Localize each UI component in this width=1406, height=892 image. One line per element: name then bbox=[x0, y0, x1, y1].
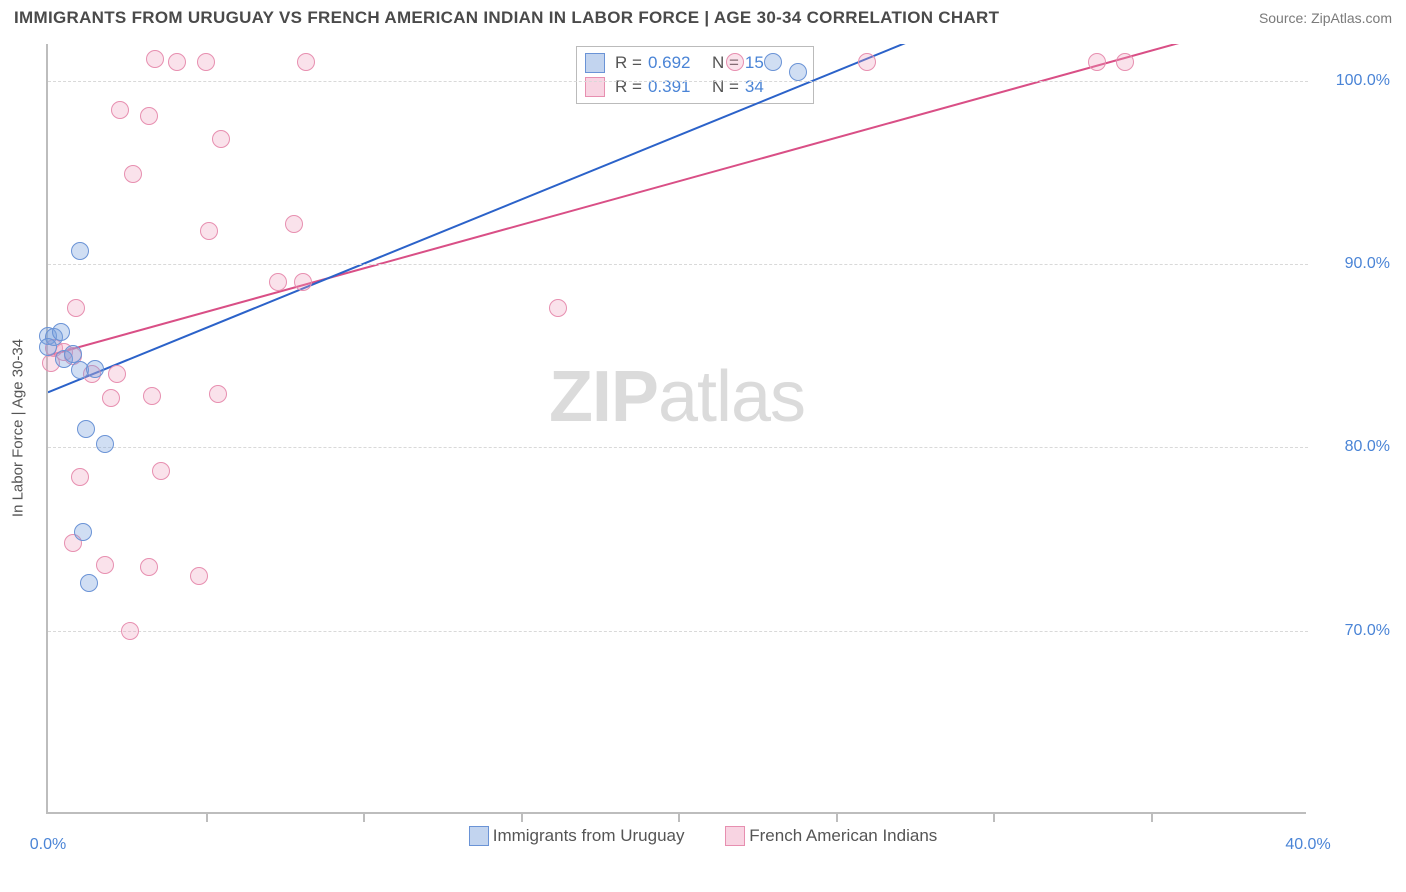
gridline-h bbox=[48, 631, 1308, 632]
swatch-blue-icon bbox=[469, 826, 489, 846]
data-point bbox=[197, 53, 215, 71]
data-point bbox=[71, 242, 89, 260]
gridline-h bbox=[48, 447, 1308, 448]
data-point bbox=[212, 130, 230, 148]
y-tick-label: 100.0% bbox=[1336, 72, 1390, 90]
trend-lines bbox=[48, 44, 1308, 814]
swatch-pink-icon bbox=[725, 826, 745, 846]
legend-label-blue: Immigrants from Uruguay bbox=[493, 826, 685, 846]
data-point bbox=[294, 273, 312, 291]
data-point bbox=[102, 389, 120, 407]
data-point bbox=[77, 420, 95, 438]
y-axis-title: In Labor Force | Age 30-34 bbox=[10, 339, 27, 517]
data-point bbox=[140, 107, 158, 125]
y-tick-label: 90.0% bbox=[1345, 255, 1390, 273]
data-point bbox=[297, 53, 315, 71]
data-point bbox=[726, 53, 744, 71]
data-point bbox=[52, 323, 70, 341]
data-point bbox=[67, 299, 85, 317]
data-point bbox=[80, 574, 98, 592]
data-point bbox=[111, 101, 129, 119]
data-point bbox=[152, 462, 170, 480]
legend-label-pink: French American Indians bbox=[749, 826, 937, 846]
data-point bbox=[549, 299, 567, 317]
source-label: Source: ZipAtlas.com bbox=[1259, 10, 1392, 26]
data-point bbox=[39, 338, 57, 356]
data-point bbox=[764, 53, 782, 71]
trend-line bbox=[48, 44, 993, 392]
data-point bbox=[285, 215, 303, 233]
gridline-h bbox=[48, 81, 1308, 82]
data-point bbox=[1116, 53, 1134, 71]
data-point bbox=[64, 345, 82, 363]
data-point bbox=[858, 53, 876, 71]
gridline-h bbox=[48, 264, 1308, 265]
data-point bbox=[86, 360, 104, 378]
y-tick-label: 80.0% bbox=[1345, 438, 1390, 456]
data-point bbox=[200, 222, 218, 240]
data-point bbox=[209, 385, 227, 403]
data-point bbox=[140, 558, 158, 576]
legend-item-pink: French American Indians bbox=[725, 826, 937, 846]
chart-container: In Labor Force | Age 30-34 ZIPatlas R = … bbox=[46, 44, 1392, 814]
x-tick bbox=[678, 812, 680, 822]
chart-title: IMMIGRANTS FROM URUGUAY VS FRENCH AMERIC… bbox=[14, 8, 999, 28]
x-tick bbox=[993, 812, 995, 822]
x-tick bbox=[206, 812, 208, 822]
x-tick bbox=[363, 812, 365, 822]
data-point bbox=[269, 273, 287, 291]
legend-item-blue: Immigrants from Uruguay bbox=[469, 826, 685, 846]
data-point bbox=[124, 165, 142, 183]
data-point bbox=[146, 50, 164, 68]
trend-line bbox=[48, 44, 1308, 356]
data-point bbox=[108, 365, 126, 383]
x-tick bbox=[521, 812, 523, 822]
bottom-legend: Immigrants from Uruguay French American … bbox=[0, 826, 1406, 851]
data-point bbox=[121, 622, 139, 640]
data-point bbox=[168, 53, 186, 71]
plot-area: In Labor Force | Age 30-34 ZIPatlas R = … bbox=[46, 44, 1306, 814]
data-point bbox=[143, 387, 161, 405]
data-point bbox=[190, 567, 208, 585]
data-point bbox=[96, 556, 114, 574]
data-point bbox=[1088, 53, 1106, 71]
data-point bbox=[71, 468, 89, 486]
data-point bbox=[74, 523, 92, 541]
data-point bbox=[789, 63, 807, 81]
data-point bbox=[96, 435, 114, 453]
x-tick bbox=[836, 812, 838, 822]
x-tick bbox=[1151, 812, 1153, 822]
y-tick-label: 70.0% bbox=[1345, 622, 1390, 640]
